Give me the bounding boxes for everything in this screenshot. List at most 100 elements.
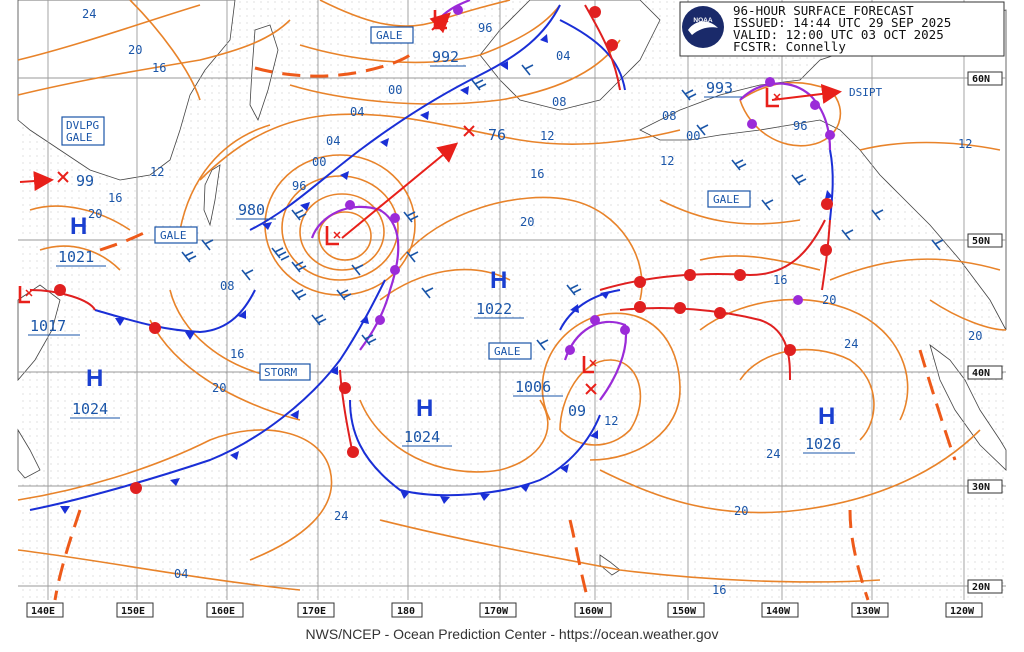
isobar-label: 16 — [530, 167, 544, 181]
warning-label: STORM — [264, 366, 297, 379]
lon-label: 160W — [579, 606, 604, 617]
isobar-label: 16 — [108, 191, 122, 205]
noaa-logo-text: NOAA — [693, 17, 712, 24]
lat-label: 40N — [972, 368, 990, 379]
lat-label: 30N — [972, 482, 990, 493]
lon-label: 150W — [672, 606, 697, 617]
lon-label: 170E — [302, 606, 326, 617]
center-pressure: 1017 — [30, 317, 66, 335]
high-center-symbol: H — [490, 267, 507, 294]
lon-label: 150E — [121, 606, 145, 617]
center-pressure: 1026 — [805, 435, 841, 453]
position-label: 96 — [793, 119, 807, 133]
isobar-label: 04 — [174, 567, 188, 581]
storm-track-arrows — [19, 12, 842, 239]
high-center-symbol: H — [70, 213, 87, 240]
isobar-label: 20 — [822, 293, 836, 307]
lon-label: 140W — [766, 606, 791, 617]
center-pressure: 1024 — [404, 428, 440, 446]
isobar-label: 20 — [734, 504, 748, 518]
warning-label: GALE — [160, 229, 187, 242]
lat-lon-grid — [18, 0, 1006, 600]
header-valid: VALID: 12:00 UTC 03 OCT 2025 — [733, 27, 944, 42]
position-label: 09 — [568, 402, 586, 420]
pressure-centers: H 1021 1017 H 1024 980 H 1022 H 1024 100… — [30, 48, 841, 453]
position-label: 76 — [488, 126, 506, 144]
isobar-label: 16 — [773, 273, 787, 287]
center-pressure: 980 — [238, 201, 265, 219]
isobar-label: 08 — [552, 95, 566, 109]
isobar-label: 12 — [660, 154, 674, 168]
forecast-position-labels: 99 76 09 96 96 — [76, 21, 807, 420]
isobar-label: 00 — [388, 83, 402, 97]
header-title: 96-HOUR SURFACE FORECAST — [733, 3, 914, 18]
header-issued: ISSUED: 14:44 UTC 29 SEP 2025 — [733, 15, 951, 30]
forecast-header: NOAA 96-HOUR SURFACE FORECAST ISSUED: 14… — [679, 1, 1005, 57]
isobar-label: 16 — [152, 61, 166, 75]
isobar-label: 12 — [958, 137, 972, 151]
isobar-label: 24 — [766, 447, 780, 461]
isobar-label: 08 — [220, 279, 234, 293]
isobar-label: 04 — [556, 49, 570, 63]
isobar-label: 20 — [212, 381, 226, 395]
center-pressure: 1021 — [58, 248, 94, 266]
position-label: 99 — [76, 172, 94, 190]
center-pressure: 992 — [432, 48, 459, 66]
warning-labels: DVLPG GALE GALE GALE STORM GALE GALE DSIP… — [61, 26, 882, 381]
footer-credit: NWS/NCEP - Ocean Prediction Center - htt… — [305, 626, 719, 642]
position-label: 96 — [478, 21, 492, 35]
lon-label: 140E — [31, 606, 55, 617]
isobar-label: 00 — [312, 155, 326, 169]
warning-label: GALE — [376, 29, 403, 42]
isobar-label: 12 — [150, 165, 164, 179]
isobar-label: 24 — [82, 7, 96, 21]
latitude-labels: 60N 50N 40N 30N 20N — [967, 71, 1003, 594]
isobar-label: 96 — [292, 179, 306, 193]
header-forecaster: FCSTR: Connelly — [733, 39, 846, 54]
isobar-label: 00 — [686, 129, 700, 143]
center-pressure: 1022 — [476, 300, 512, 318]
dissipating-label: DSIPT — [849, 86, 882, 99]
warning-label: DVLPG GALE — [66, 119, 99, 144]
center-underlines — [28, 65, 855, 454]
isobar-labels: 24 20 16 12 20 16 04 00 04 00 96 08 16 2… — [82, 7, 982, 597]
lon-label: 120W — [950, 606, 975, 617]
center-pressure: 1006 — [515, 378, 551, 396]
isobar-label: 12 — [540, 129, 554, 143]
warm-front-bumps — [54, 6, 833, 494]
occluded-symbols — [345, 5, 835, 355]
isobar-label: 20 — [128, 43, 142, 57]
isobar-label: 24 — [844, 337, 858, 351]
lat-label: 50N — [972, 236, 990, 247]
high-center-symbol: H — [416, 395, 433, 422]
warning-label: GALE — [713, 193, 740, 206]
isobar-label: 20 — [520, 215, 534, 229]
center-pressure: 993 — [706, 79, 733, 97]
cold-front-triangles — [60, 34, 833, 514]
warning-label: GALE — [494, 345, 521, 358]
high-center-symbol: H — [818, 403, 835, 430]
lon-label: 170W — [484, 606, 509, 617]
isobar-label: 08 — [662, 109, 676, 123]
isobar-label: 20 — [968, 329, 982, 343]
lon-label: 180 — [397, 606, 415, 617]
lon-label: 160E — [211, 606, 235, 617]
isobar-label: 16 — [712, 583, 726, 597]
wind-barbs — [181, 64, 944, 351]
isobar-label: 20 — [88, 207, 102, 221]
isobar-label: 04 — [350, 105, 364, 119]
forecast-position-marks — [57, 125, 597, 395]
center-pressure: 1024 — [72, 400, 108, 418]
isobar-label: 04 — [326, 134, 340, 148]
lat-label: 60N — [972, 74, 990, 85]
low-center-symbols — [18, 10, 781, 374]
lat-label: 20N — [972, 582, 990, 593]
troughs — [53, 53, 957, 601]
longitude-labels: 140E 150E 160E 170E 180 170W 160W 150W 1… — [26, 602, 983, 618]
isobar-label: 12 — [604, 414, 618, 428]
lon-label: 130W — [856, 606, 881, 617]
isobar-label: 24 — [334, 509, 348, 523]
isobar-label: 16 — [230, 347, 244, 361]
high-center-symbol: H — [86, 365, 103, 392]
